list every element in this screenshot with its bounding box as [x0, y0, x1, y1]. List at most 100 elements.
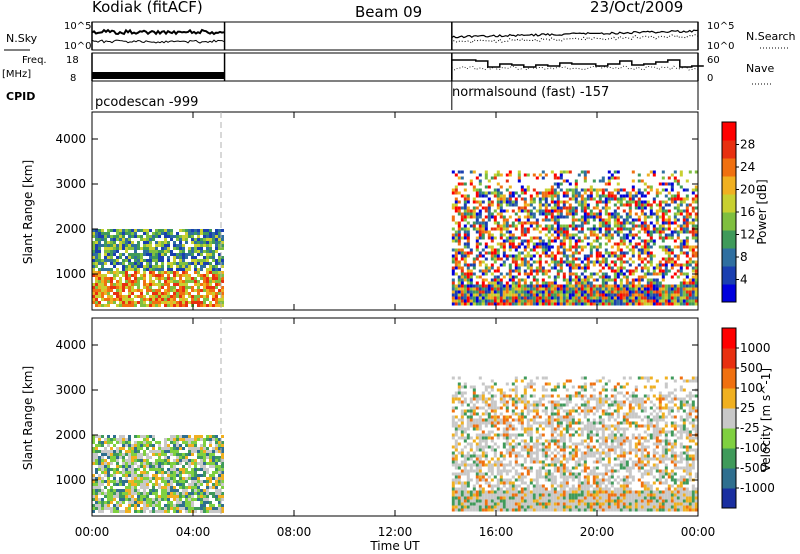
- power-data-cell: [682, 251, 686, 255]
- power-data-cell: [619, 230, 623, 234]
- velocity-data-cell: [140, 498, 143, 501]
- power-data-cell: [209, 238, 212, 241]
- velocity-data-cell: [526, 505, 530, 509]
- power-data-cell: [520, 206, 524, 210]
- power-data-cell: [92, 274, 95, 277]
- power-data-cell: [694, 170, 698, 174]
- power-data-cell: [119, 292, 122, 295]
- power-data-cell: [523, 254, 527, 258]
- power-data-cell: [218, 289, 221, 292]
- power-data-cell: [541, 212, 545, 216]
- power-data-cell: [595, 287, 599, 291]
- power-data-cell: [631, 287, 635, 291]
- power-data-cell: [547, 239, 551, 243]
- velocity-data-cell: [176, 450, 179, 453]
- power-data-cell: [95, 259, 98, 262]
- velocity-data-cell: [164, 489, 167, 492]
- velocity-data-cell: [104, 474, 107, 477]
- velocity-data-cell: [188, 471, 191, 474]
- velocity-data-cell: [502, 442, 506, 446]
- velocity-data-cell: [146, 507, 149, 510]
- power-data-cell: [607, 284, 611, 288]
- power-data-cell: [610, 215, 614, 219]
- velocity-data-cell: [451, 484, 455, 488]
- power-data-cell: [499, 173, 503, 177]
- velocity-data-cell: [511, 502, 515, 506]
- power-data-cell: [499, 200, 503, 204]
- velocity-data-cell: [221, 453, 224, 456]
- velocity-data-cell: [92, 510, 95, 513]
- power-data-cell: [616, 293, 620, 297]
- power-data-cell: [212, 280, 215, 283]
- power-data-cell: [538, 191, 542, 195]
- power-data-cell: [661, 245, 665, 249]
- power-data-cell: [511, 281, 515, 285]
- velocity-data-cell: [493, 493, 497, 497]
- power-data-cell: [682, 224, 686, 228]
- power-data-cell: [544, 293, 548, 297]
- power-data-cell: [92, 298, 95, 301]
- velocity-data-cell: [143, 474, 146, 477]
- velocity-data-cell: [107, 498, 110, 501]
- power-data-cell: [598, 179, 602, 183]
- velocity-data-cell: [98, 498, 101, 501]
- velocity-data-cell: [221, 504, 224, 507]
- velocity-data-cell: [191, 477, 194, 480]
- power-data-cell: [643, 287, 647, 291]
- power-data-cell: [694, 206, 698, 210]
- power-data-cell: [197, 274, 200, 277]
- power-data-cell: [128, 283, 131, 286]
- velocity-data-cell: [122, 480, 125, 483]
- power-data-cell: [451, 206, 455, 210]
- power-data-cell: [652, 266, 656, 270]
- power-data-cell: [128, 244, 131, 247]
- power-data-cell: [646, 191, 650, 195]
- power-data-cell: [466, 269, 470, 273]
- velocity-data-cell: [457, 490, 461, 494]
- velocity-data-cell: [526, 466, 530, 470]
- velocity-data-cell: [487, 493, 491, 497]
- power-data-cell: [170, 280, 173, 283]
- power-data-cell: [616, 290, 620, 294]
- power-data-cell: [158, 271, 161, 274]
- velocity-data-cell: [218, 507, 221, 510]
- velocity-data-cell: [511, 508, 515, 512]
- velocity-data-cell: [520, 427, 524, 431]
- velocity-data-cell: [179, 504, 182, 507]
- velocity-data-cell: [164, 450, 167, 453]
- power-data-cell: [694, 269, 698, 273]
- power-data-cell: [499, 209, 503, 213]
- power-data-cell: [493, 251, 497, 255]
- power-data-cell: [490, 245, 494, 249]
- power-data-cell: [523, 221, 527, 225]
- power-data-cell: [490, 296, 494, 300]
- velocity-data-cell: [490, 418, 494, 422]
- velocity-data-cell: [143, 468, 146, 471]
- velocity-data-cell: [490, 436, 494, 440]
- power-data-cell: [631, 293, 635, 297]
- power-data-cell: [541, 176, 545, 180]
- beam-title: Beam 09: [355, 3, 422, 21]
- velocity-data-cell: [98, 438, 101, 441]
- velocity-data-cell: [493, 442, 497, 446]
- power-data-cell: [523, 281, 527, 285]
- velocity-data-cell: [490, 445, 494, 449]
- power-data-cell: [616, 233, 620, 237]
- power-data-cell: [460, 302, 464, 306]
- velocity-data-cell: [122, 471, 125, 474]
- velocity-data-cell: [137, 492, 140, 495]
- power-data-cell: [646, 173, 650, 177]
- power-data-cell: [206, 259, 209, 262]
- power-data-cell: [586, 257, 590, 261]
- power-data-cell: [544, 206, 548, 210]
- velocity-data-cell: [182, 480, 185, 483]
- power-data-cell: [98, 244, 101, 247]
- power-data-cell: [595, 212, 599, 216]
- power-data-cell: [559, 200, 563, 204]
- power-data-cell: [655, 272, 659, 276]
- power-data-cell: [490, 212, 494, 216]
- velocity-data-cell: [194, 447, 197, 450]
- power-data-cell: [161, 268, 164, 271]
- velocity-data-cell: [511, 400, 515, 404]
- power-data-cell: [188, 232, 191, 235]
